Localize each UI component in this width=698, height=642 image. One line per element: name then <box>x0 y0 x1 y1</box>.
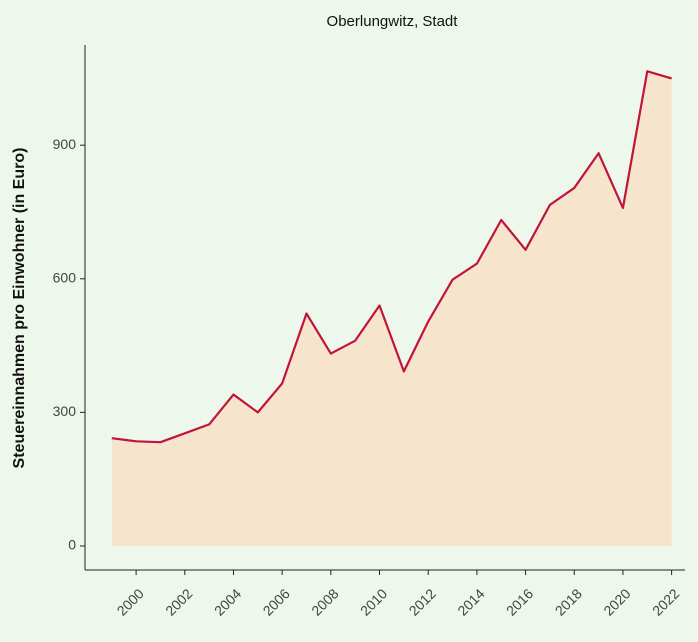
y-tick-label: 0 <box>68 537 76 553</box>
y-axis-label: Steuereinnahmen pro Einwohner (in Euro) <box>11 148 28 469</box>
area <box>111 71 672 546</box>
chart-title: Oberlungwitz, Stadt <box>327 13 459 30</box>
line <box>111 70 672 444</box>
y-tick-label: 300 <box>53 403 77 419</box>
y-tick-label: 900 <box>53 136 77 152</box>
y-tick-label: 600 <box>53 269 77 285</box>
